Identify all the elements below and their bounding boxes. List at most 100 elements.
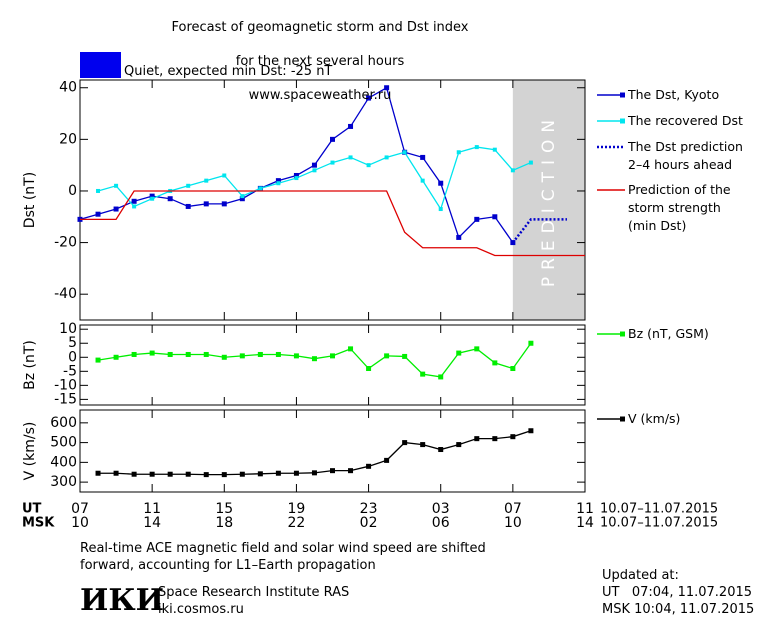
- data-point: [131, 351, 137, 357]
- data-point: [438, 447, 444, 453]
- data-point: [510, 366, 516, 372]
- data-point: [185, 203, 191, 209]
- data-point: [167, 351, 173, 357]
- x-tick-label: 15: [215, 501, 233, 517]
- data-point: [203, 201, 209, 207]
- data-point: [402, 440, 408, 446]
- data-point: [330, 353, 335, 359]
- data-point: [185, 351, 191, 357]
- legend-marker: [620, 416, 625, 422]
- x-tick-label: 22: [288, 515, 306, 531]
- title: www.spaceweather.ru: [248, 88, 392, 103]
- y-tick-label: 300: [50, 474, 77, 490]
- data-point: [492, 436, 498, 442]
- data-point: [114, 183, 119, 188]
- data-point: [239, 353, 245, 359]
- data-point: [348, 155, 353, 160]
- x-tick-label: 03: [432, 501, 450, 517]
- data-point: [185, 471, 191, 477]
- data-point: [528, 160, 533, 165]
- x-tick-label: 19: [288, 501, 306, 517]
- data-point: [420, 442, 426, 448]
- x-tick-label: 07: [504, 501, 522, 517]
- data-point: [113, 354, 119, 360]
- y-tick-label: 400: [50, 454, 77, 470]
- data-point: [492, 360, 498, 366]
- data-point: [456, 150, 461, 155]
- legend-label: The Dst, Kyoto: [628, 87, 720, 102]
- x-tick-label: 06: [432, 515, 450, 531]
- y-tick-label: 5: [68, 335, 77, 351]
- title-block: Forecast of geomagnetic storm and Dst in…: [140, 2, 500, 121]
- data-point: [221, 472, 227, 478]
- status-swatch: [80, 52, 121, 78]
- y-tick-label: 40: [59, 80, 77, 96]
- series-line: [511, 218, 567, 244]
- x-tick-label: 11: [143, 501, 161, 517]
- legend-label: Prediction of the storm strength (min Ds…: [628, 182, 731, 233]
- data-point: [528, 428, 534, 434]
- data-point: [456, 442, 462, 448]
- data-point: [167, 196, 173, 202]
- data-point: [384, 155, 389, 160]
- data-point: [438, 180, 444, 186]
- x-tick-label: 14: [143, 515, 161, 531]
- data-point: [149, 193, 155, 199]
- prediction-label: PREDICTION: [539, 113, 559, 287]
- data-point: [492, 214, 498, 220]
- data-point: [420, 371, 426, 377]
- legend-label: The Dst prediction 2–4 hours ahead: [628, 139, 743, 172]
- title: for the next several hours: [235, 54, 405, 69]
- series-line: [97, 146, 532, 211]
- data-point: [257, 471, 263, 477]
- y-tick-label: 20: [59, 131, 77, 147]
- site: iki.cosmos.ru: [158, 602, 244, 617]
- data-point: [239, 196, 245, 202]
- data-point: [293, 470, 299, 476]
- updated-ut: UT 07:04, 11.07.2015: [602, 585, 753, 600]
- legend-marker: [620, 331, 625, 337]
- data-point: [95, 211, 101, 217]
- series-line: [98, 430, 532, 476]
- x-tick-label: 18: [215, 515, 233, 531]
- data-point: [294, 176, 299, 181]
- data-point: [131, 198, 137, 204]
- data-point: [276, 181, 281, 186]
- x-tick-label: 11: [576, 501, 594, 517]
- data-point: [420, 154, 426, 160]
- footer-note: Real-time ACE magnetic field and solar w…: [80, 541, 486, 573]
- data-point: [96, 188, 101, 193]
- data-point: [474, 216, 480, 222]
- y-tick-label: 10: [59, 321, 77, 337]
- data-point: [366, 163, 371, 168]
- data-point: [438, 374, 444, 380]
- logo: ИКИ: [80, 583, 164, 618]
- data-point: [384, 85, 390, 91]
- y-tick-label: -40: [54, 286, 77, 302]
- data-point: [311, 356, 317, 362]
- prediction-region: [512, 80, 585, 320]
- data-point: [474, 436, 480, 442]
- data-point: [330, 136, 335, 142]
- y-tick-label: -10: [54, 377, 77, 393]
- data-point: [510, 434, 516, 440]
- data-point: [258, 186, 263, 191]
- legend-marker: [620, 118, 625, 124]
- x-axis-label: MSK: [22, 516, 55, 531]
- plot-frame: [79, 79, 586, 321]
- data-point: [131, 471, 137, 477]
- institute: Space Research Institute RAS: [158, 585, 350, 600]
- data-point: [402, 353, 408, 359]
- data-point: [474, 145, 479, 150]
- y-axis-label: Dst (nT): [22, 172, 38, 228]
- legend-label: The recovered Dst: [628, 113, 743, 128]
- x-tick-label: 02: [360, 515, 378, 531]
- data-point: [438, 207, 443, 212]
- data-point: [186, 183, 191, 188]
- x-axis-label: UT: [22, 502, 42, 517]
- data-point: [348, 123, 354, 129]
- data-point: [456, 350, 462, 356]
- title: Forecast of geomagnetic storm and Dst in…: [171, 20, 469, 35]
